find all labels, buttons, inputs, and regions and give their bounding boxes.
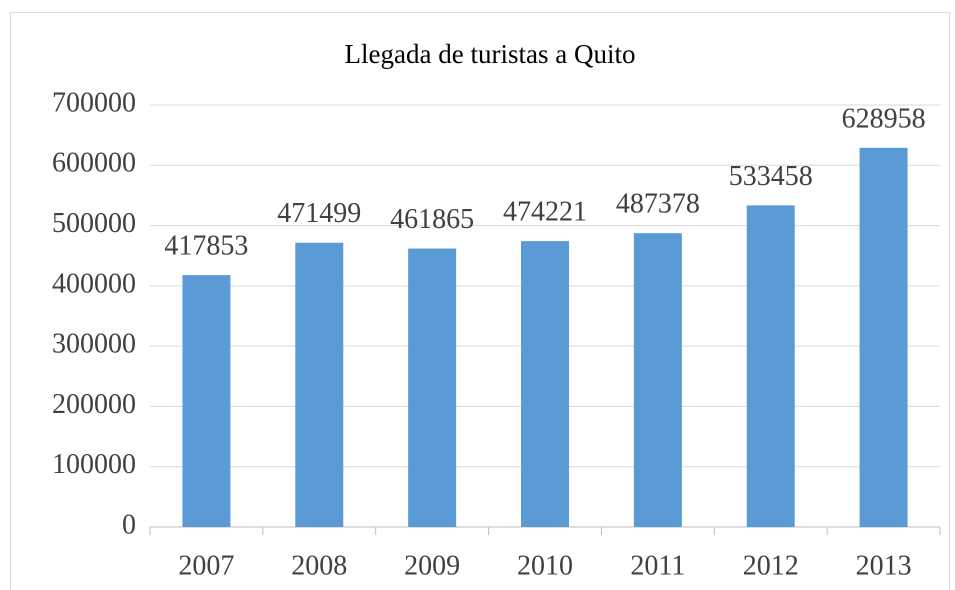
bar [746,205,795,527]
x-tick-label: 2009 [404,550,460,581]
bar [633,233,682,527]
chart-frame [10,12,950,590]
y-tick-label: 600000 [52,148,136,179]
data-label: 533458 [729,161,813,192]
y-tick-label: 300000 [52,329,136,360]
y-tick-label: 200000 [52,389,136,420]
data-label: 487378 [616,189,700,220]
y-tick-label: 400000 [52,268,136,299]
y-tick-label: 700000 [52,87,136,118]
bar [859,147,908,527]
bar [408,248,457,527]
x-tick-label: 2010 [517,550,573,581]
bar [521,241,569,527]
data-label: 417853 [164,231,248,262]
chart-title: Llegada de turistas a Quito [345,39,636,69]
x-tick-label: 2007 [178,550,234,581]
y-tick-label: 500000 [52,208,136,239]
data-label: 471499 [277,198,361,229]
x-tick-label: 2011 [630,550,685,581]
bar [295,242,344,527]
data-label: 628958 [842,103,926,134]
y-tick-label: 0 [122,509,136,540]
bar [182,275,231,527]
x-tick-label: 2013 [856,550,912,581]
data-label: 474221 [503,197,587,228]
x-tick-label: 2008 [291,550,347,581]
x-tick-label: 2012 [743,550,799,581]
y-tick-label: 100000 [52,449,136,480]
data-label: 461865 [390,204,474,235]
